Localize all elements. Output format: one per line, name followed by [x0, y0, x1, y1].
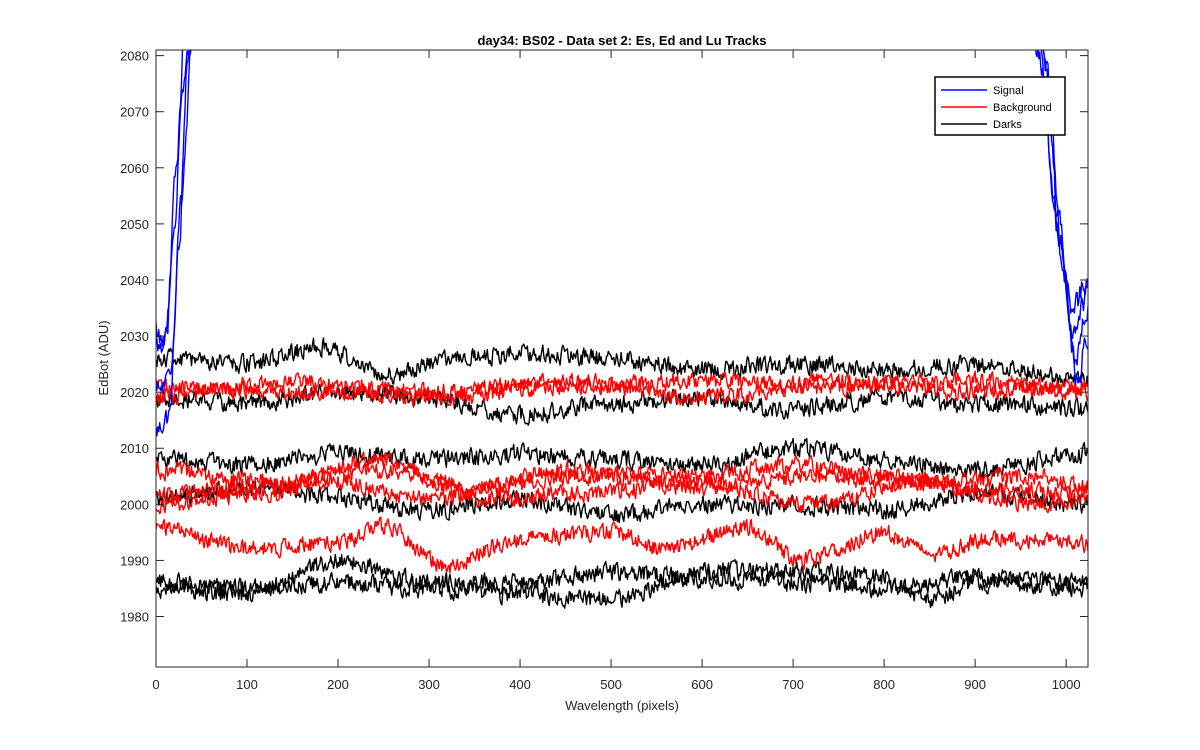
series-line-darks-13: [156, 477, 1088, 524]
series-line-background-5: [156, 372, 1088, 406]
y-tick-label: 2050: [120, 217, 149, 232]
series-layer: [156, 50, 1088, 609]
x-tick-label: 800: [873, 677, 895, 692]
x-tick-label: 300: [418, 677, 440, 692]
x-axis: 0 100 200 300 400 500 600 700 800 900 1000: [152, 50, 1081, 692]
chart-title: day34: BS02 - Data set 2: Es, Ed and Lu …: [477, 33, 766, 48]
series-line-darks-15: [156, 559, 1088, 609]
axes-frame: [155, 49, 1089, 668]
legend: Signal Background Darks: [934, 76, 1066, 136]
x-tick-label: 0: [152, 677, 159, 692]
x-tick-label: 1000: [1052, 677, 1081, 692]
y-tick-label: 1990: [120, 553, 149, 568]
x-tick-label: 900: [964, 677, 986, 692]
x-tick-label: 100: [236, 677, 258, 692]
x-tick-label: 700: [782, 677, 804, 692]
y-tick-label: 2060: [120, 161, 149, 176]
series-line-darks-12: [156, 437, 1088, 481]
y-tick-label: 2070: [120, 105, 149, 120]
series-line-background-8: [156, 455, 1088, 506]
series-line-darks-14: [156, 553, 1088, 603]
legend-label-background: Background: [993, 102, 1052, 114]
y-tick-label: 2000: [120, 497, 149, 512]
x-tick-label: 500: [600, 677, 622, 692]
x-tick-label: 400: [509, 677, 531, 692]
series-line-darks-10: [156, 337, 1088, 389]
y-tick-label: 2030: [120, 329, 149, 344]
legend-box: [934, 76, 1066, 136]
y-tick-label: 2080: [120, 49, 149, 64]
legend-label-signal: Signal: [993, 85, 1024, 97]
x-tick-label: 200: [327, 677, 349, 692]
y-tick-label: 2040: [120, 273, 149, 288]
legend-label-darks: Darks: [993, 119, 1022, 131]
y-axis-label: EdBot (ADU): [96, 320, 111, 395]
y-tick-label: 1980: [120, 610, 149, 625]
y-axis: 1980 1990 2000 2010 2020 2030 2040 2050 2060 2070…: [120, 49, 1088, 625]
series-line-background-4: [156, 370, 1088, 408]
y-tick-label: 2010: [120, 441, 149, 456]
series-line-background-9: [156, 516, 1088, 574]
x-axis-label: Wavelength (pixels): [565, 698, 679, 713]
x-tick-label: 600: [691, 677, 713, 692]
y-tick-label: 2020: [120, 385, 149, 400]
